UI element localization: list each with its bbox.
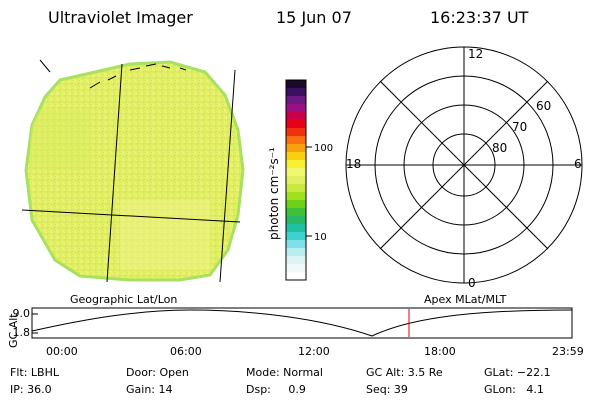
date-label: 15 Jun 07 [276,8,352,27]
xtick-0000: 00:00 [46,345,78,358]
uv-disk-image [24,60,245,282]
ytick-1-8: 1.8 [12,326,31,339]
app-title: Ultraviolet Imager [48,8,193,27]
info-glon: GLon: 4.1 [484,383,544,396]
color-scale-bar [285,79,312,281]
altitude-ylabel: GC Alt [7,313,20,348]
colorbar-tick-10: 10 [314,232,327,243]
xtick-1200: 12:00 [298,345,330,358]
xtick-2359: 23:59 [552,345,584,358]
lat-label-80: 80 [492,141,507,155]
time-label: 16:23:37 UT [430,8,529,27]
geographic-grid-lines [21,59,241,283]
mlt-label-12: 12 [468,47,483,61]
info-gain: Gain: 14 [126,383,173,396]
xtick-1800: 18:00 [424,345,456,358]
mlt-label-0: 0 [468,276,476,290]
info-gcalt: GC Alt: 3.5 Re [366,366,443,379]
info-seq: Seq: 39 [366,383,408,396]
colorbar-unit-label: photon cm⁻²s⁻¹ [267,147,281,240]
mlt-label-6: 6 [574,157,582,171]
apex-title: Apex MLat/MLT [424,293,507,306]
info-mode: Mode: Normal [246,366,323,379]
lat-label-60: 60 [536,99,551,113]
info-flt: Flt: LBHL [10,366,59,379]
altitude-plot [31,307,573,339]
ytick-9: 9.0 [12,307,31,320]
info-door: Door: Open [126,366,189,379]
info-ip: IP: 36.0 [10,383,52,396]
polar-plot [345,46,583,284]
lat-label-70: 70 [512,120,527,134]
info-dsp: Dsp: 0.9 [246,383,306,396]
geographic-title: Geographic Lat/Lon [70,293,178,306]
info-glat: GLat: −22.1 [484,366,551,379]
xtick-0600: 06:00 [170,345,202,358]
colorbar-tick-100: 100 [314,143,333,154]
mlt-label-18: 18 [346,157,361,171]
